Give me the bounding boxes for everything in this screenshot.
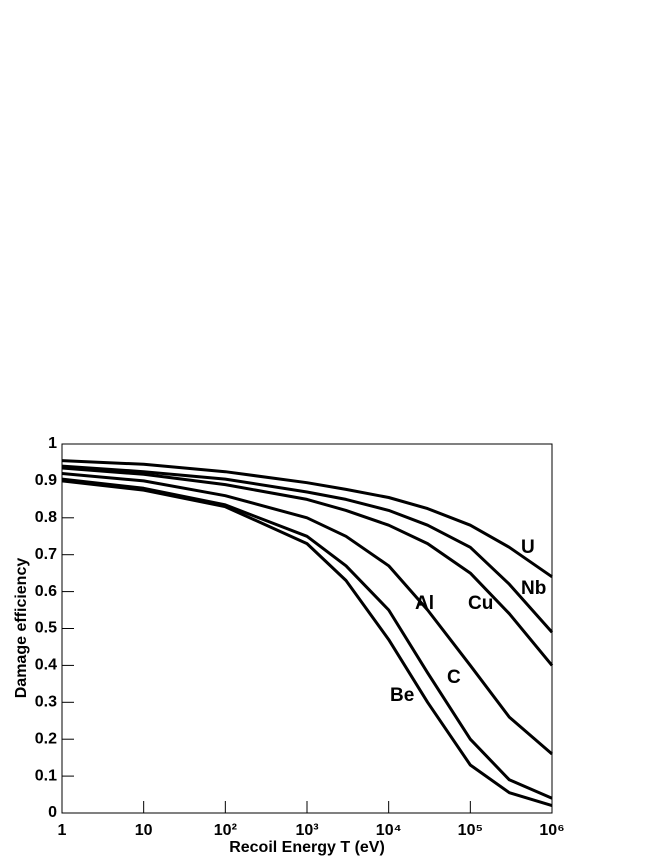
x-tick-label: 10 (135, 822, 153, 839)
y-tick-label: 0 (48, 804, 57, 821)
y-tick-label: 0.6 (35, 583, 57, 600)
series-line (61, 477, 553, 800)
series-label: U (521, 537, 535, 558)
x-tick-label: 10⁵ (458, 822, 483, 839)
x-tick-label: 10³ (295, 822, 318, 839)
series-line (61, 459, 553, 579)
series-line (61, 479, 553, 808)
y-tick-label: 0.8 (35, 509, 57, 526)
series-label: Nb (521, 578, 546, 599)
y-tick-label: 1 (48, 435, 57, 452)
series-line (61, 472, 553, 756)
x-tick-label: 10⁴ (376, 822, 402, 839)
x-tick-label: 10⁶ (539, 822, 564, 839)
series-label: Be (390, 685, 414, 706)
series-line (61, 466, 554, 667)
y-axis-title: Damage efficiency (13, 558, 30, 699)
x-tick-label: 10² (214, 822, 237, 839)
series-label: Cu (468, 593, 493, 614)
y-tick-label: 0.3 (35, 694, 57, 711)
x-axis-title: Recoil Energy T (eV) (229, 839, 385, 856)
x-tick-label: 1 (58, 822, 67, 839)
series-line (61, 464, 554, 634)
y-tick-label: 0.5 (35, 620, 57, 637)
series-label: C (447, 667, 461, 688)
y-tick-label: 0.9 (35, 472, 57, 489)
y-tick-label: 0.1 (35, 767, 57, 784)
series-label: Al (415, 593, 434, 614)
y-tick-label: 0.7 (35, 546, 57, 563)
y-tick-label: 0.4 (35, 657, 57, 674)
y-tick-label: 0.2 (35, 730, 57, 747)
